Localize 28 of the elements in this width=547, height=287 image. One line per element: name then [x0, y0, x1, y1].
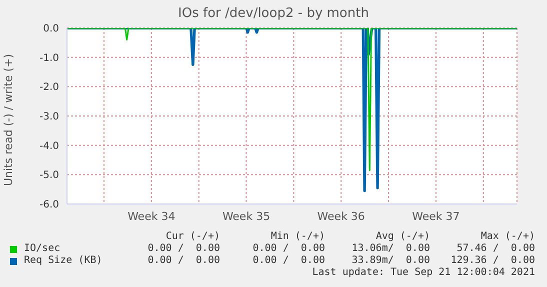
chart-title: IOs for /dev/loop2 - by month — [177, 6, 370, 21]
x-tick-label: Week 36 — [317, 210, 365, 223]
y-tick-label: -5.0 — [39, 170, 59, 182]
x-tick-label: Week 37 — [412, 210, 460, 223]
text: Min (-/+) — [270, 231, 325, 243]
x-tick-label: Week 34 — [128, 210, 176, 223]
x-tick-label: Week 35 — [222, 210, 270, 223]
text: 0.00 / 0.00 — [146, 243, 220, 255]
text: 33.89m/ 0.00 — [350, 255, 430, 267]
y-axis-title: Units read (-) / write (+) — [2, 54, 15, 186]
y-tick-label: -2.0 — [39, 82, 59, 94]
y-tick-label: -6.0 — [39, 200, 59, 211]
text: 129.36 / 0.00 — [450, 255, 535, 267]
text: Max (-/+) — [480, 231, 535, 243]
text: Cur (-/+) — [164, 231, 220, 243]
legend-label: Req Size (KB) — [23, 255, 104, 267]
text: 57.46 / 0.00 — [456, 243, 535, 255]
y-tick-label: -3.0 — [39, 112, 59, 123]
legend-label: IO/sec — [23, 243, 62, 255]
text: Last update: Tue Sep 21 12:00:04 2021 — [311, 267, 535, 279]
text: Avg (-/+) — [374, 231, 430, 243]
text: 0.00 / 0.00 — [252, 255, 325, 267]
y-tick-label: -4.0 — [39, 140, 59, 152]
text: 0.00 / 0.00 — [252, 243, 325, 255]
y-tick-label: -1.0 — [39, 52, 59, 64]
text: 13.06m/ 0.00 — [350, 243, 430, 255]
y-tick-label: 0.0 — [43, 24, 59, 35]
text: 0.00 / 0.00 — [146, 255, 220, 267]
